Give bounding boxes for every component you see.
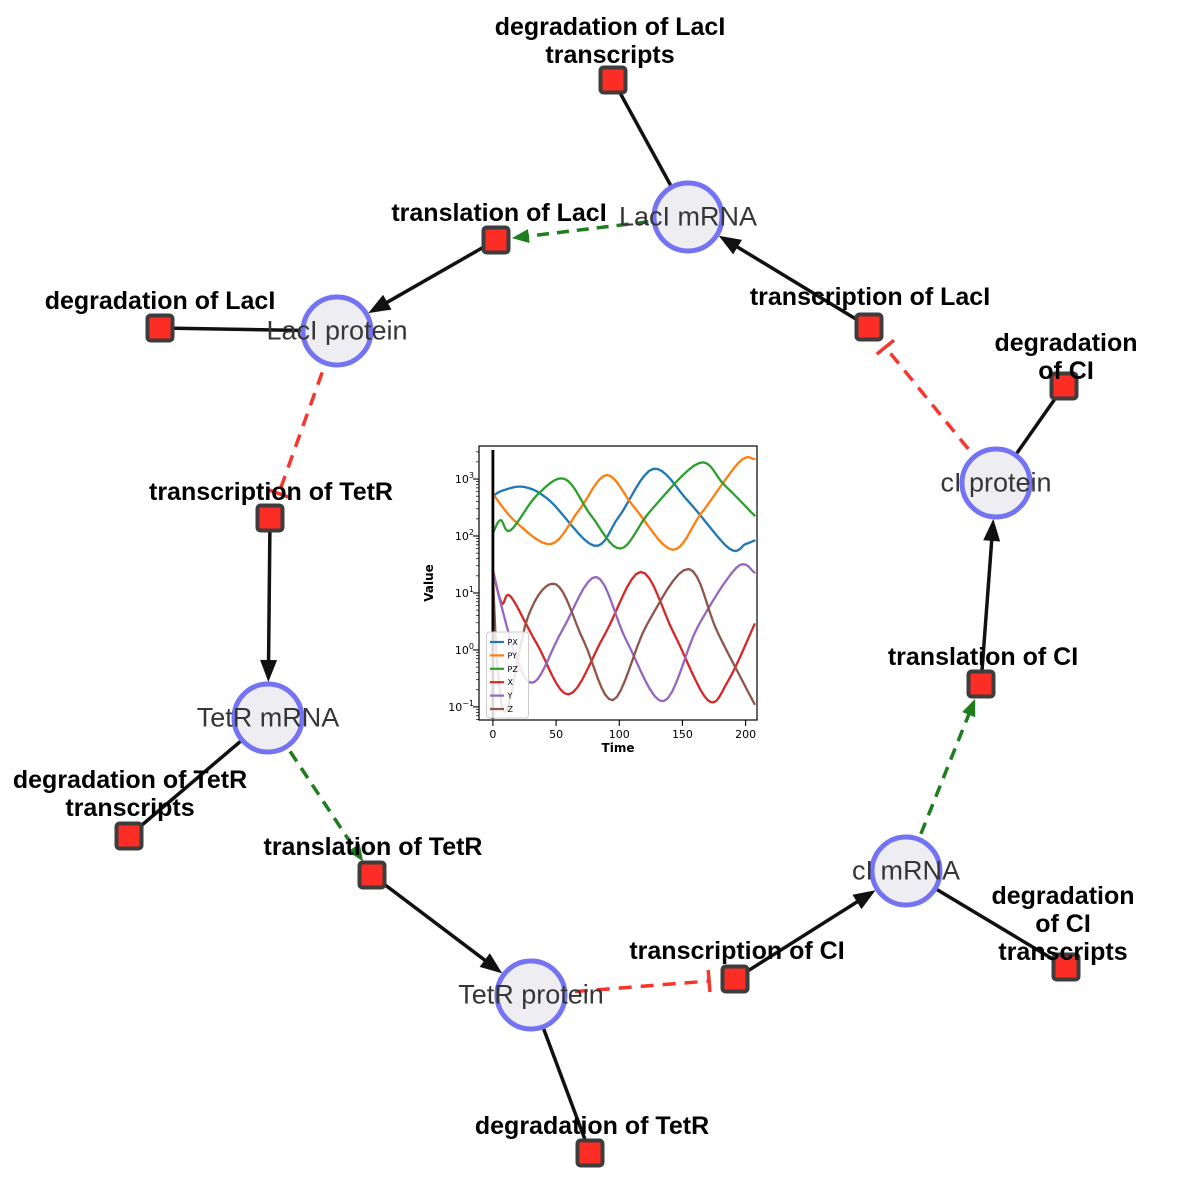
legend-label-PZ: PZ (508, 665, 519, 674)
x-tick-label: 50 (549, 728, 563, 741)
legend-label-PX: PX (508, 638, 519, 647)
reaction-node-deg-tetr-tx[interactable] (114, 821, 144, 851)
species-label: cI protein (940, 467, 1052, 498)
edge-txn-tetr-tetr-mrna (266, 517, 272, 667)
reaction-label-transl-laci: translation of LacI (391, 199, 607, 227)
edge-txn-laci-laci-mrna (731, 242, 870, 329)
reaction-node-deg-laci[interactable] (145, 313, 175, 343)
reaction-node-deg-ci[interactable] (1049, 371, 1079, 401)
x-tick-label: 150 (672, 728, 693, 741)
legend-label-X: X (508, 678, 514, 687)
series-PZ (491, 461, 756, 550)
reaction-label-deg-tetr: degradation of TetR (474, 1112, 710, 1140)
arrowhead-icon (718, 235, 742, 255)
arrowhead-icon (479, 953, 503, 974)
reaction-node-transl-laci[interactable] (481, 225, 511, 255)
edge-txn-ci-ci-mrna (734, 897, 863, 981)
species-label: cI mRNA (852, 855, 960, 886)
arrowhead-icon (852, 890, 876, 910)
series-PX (491, 467, 756, 553)
edge-transl-laci-laci-protein (381, 238, 497, 307)
arrowhead-icon (260, 659, 278, 683)
y-tick-label: 100 (455, 642, 474, 657)
reaction-label-txn-tetr: transcription of TetR (149, 478, 393, 506)
species-node-tetr-mrna[interactable]: TetR mRNA (197, 681, 339, 755)
reaction-node-transl-ci[interactable] (966, 669, 996, 699)
legend-label-Y: Y (507, 692, 513, 701)
reaction-label-deg-tetr-tx: degradation of TetR transcripts (12, 766, 248, 822)
reaction-node-transl-tetr[interactable] (357, 860, 387, 890)
arrowhead-icon (368, 294, 392, 314)
species-label: LacI protein (266, 315, 408, 346)
inhibition-tee-icon (875, 338, 896, 356)
species-label: TetR protein (458, 979, 604, 1010)
series-X (491, 569, 756, 704)
reaction-label-txn-laci: transcription of LacI (749, 283, 991, 311)
reaction-node-txn-ci[interactable] (720, 964, 750, 994)
reaction-label-deg-laci-tx: degradation of LacI transcripts (494, 13, 726, 69)
axes-frame (478, 445, 758, 721)
species-node-tetr-protein[interactable]: TetR protein (458, 958, 604, 1032)
y-axis-label: Value (422, 564, 436, 602)
legend-label-Z: Z (508, 705, 514, 714)
y-tick-label: 101 (455, 585, 474, 600)
reaction-node-deg-ci-tx[interactable] (1051, 952, 1081, 982)
reaction-node-txn-tetr[interactable] (255, 503, 285, 533)
inhibition-tee-icon (706, 969, 712, 993)
reaction-label-transl-tetr: translation of TetR (263, 833, 483, 861)
x-axis-label: Time (602, 741, 635, 755)
species-label: LacI mRNA (618, 201, 758, 232)
x-tick-label: 100 (609, 728, 630, 741)
catalysis-arrowhead-icon (511, 229, 530, 244)
y-tick-label: 103 (455, 471, 474, 486)
reaction-node-deg-laci-tx[interactable] (598, 65, 628, 95)
arrowhead-icon (983, 518, 1001, 542)
edge-transl-tetr-tetr-protein (370, 873, 491, 966)
reaction-node-txn-laci[interactable] (854, 312, 884, 342)
reaction-label-deg-ci: degradation of CI (994, 329, 1138, 385)
species-node-ci-protein[interactable]: cI protein (940, 446, 1052, 520)
species-node-laci-protein[interactable]: LacI protein (266, 294, 408, 368)
catalysis-arrowhead-icon (962, 698, 976, 718)
y-tick-label: 10−1 (448, 699, 474, 714)
y-tick-label: 102 (455, 528, 474, 543)
catalysis-arrowhead-icon (347, 843, 364, 862)
reaction-label-deg-laci: degradation of LacI (44, 287, 276, 315)
x-tick-label: 200 (735, 728, 756, 741)
reaction-node-deg-tetr[interactable] (575, 1138, 605, 1168)
species-node-ci-mrna[interactable]: cI mRNA (852, 834, 960, 908)
reaction-label-deg-ci-tx: degradation of CI transcripts (991, 882, 1135, 966)
legend-label-PY: PY (508, 651, 518, 660)
species-node-laci-mrna[interactable]: LacI mRNA (619, 180, 757, 254)
reaction-label-transl-ci: translation of CI (887, 643, 1079, 671)
edge-transl-ci-ci-protein (979, 534, 994, 685)
x-tick-label: 0 (489, 728, 496, 741)
reaction-label-txn-ci: transcription of CI (629, 937, 845, 965)
inhibition-tee-icon (267, 488, 290, 499)
series-PY (491, 456, 756, 551)
species-label: TetR mRNA (196, 702, 340, 733)
